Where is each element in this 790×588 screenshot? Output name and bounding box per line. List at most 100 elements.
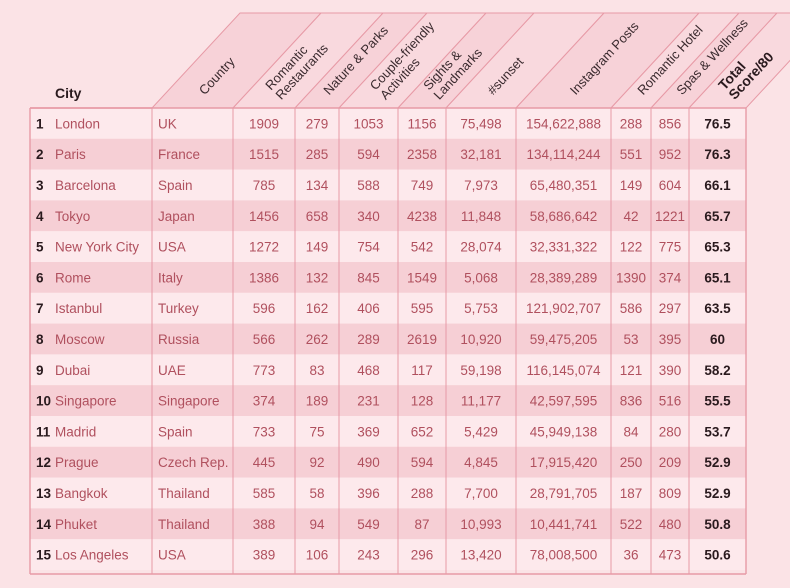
metric-cell: 78,008,500 — [530, 548, 598, 563]
metric-cell: 5,429 — [464, 424, 498, 439]
metric-cell: 5,753 — [464, 301, 498, 316]
metric-cell: 388 — [253, 517, 276, 532]
metric-cell: 42 — [623, 209, 638, 224]
row-backgrounds — [30, 108, 746, 570]
metric-cell: 340 — [357, 209, 380, 224]
metric-cell: 652 — [411, 424, 434, 439]
table-row: 7 Istanbul Turkey 596 162 406 595 5,753 121,902,… — [36, 301, 731, 316]
metric-cell: 59,198 — [460, 363, 501, 378]
metric-cell: 586 — [620, 301, 643, 316]
table-row: 13 Bangkok Thailand 585 58 396 288 7,700 28,791,… — [36, 486, 731, 501]
rank-number: 8 — [36, 332, 44, 347]
rank-number: 11 — [36, 424, 51, 439]
total-score-cell: 65.7 — [704, 209, 730, 224]
metric-cell: 480 — [659, 517, 682, 532]
metric-cell: 2358 — [407, 147, 437, 162]
metric-cell: 10,993 — [460, 517, 501, 532]
row-background — [30, 539, 746, 570]
city-name: Madrid — [55, 424, 96, 439]
metric-cell: 28,074 — [460, 240, 502, 255]
city-name: Prague — [55, 455, 99, 470]
total-score-cell: 55.5 — [704, 394, 731, 409]
city-name: New York City — [55, 240, 139, 255]
table-row: 9 Dubai UAE 773 83 468 117 59,198 116,145,074 121… — [36, 363, 731, 378]
metric-cell: 262 — [306, 332, 329, 347]
row-background — [30, 200, 746, 232]
rank-number: 3 — [36, 178, 44, 193]
total-score-cell: 58.2 — [704, 363, 730, 378]
country-cell: Thailand — [158, 486, 210, 501]
metric-cell: 288 — [620, 116, 643, 131]
city-column-header: City — [55, 85, 82, 101]
metric-cell: 2619 — [407, 332, 437, 347]
table-row: 14 Phuket Thailand 388 94 549 87 10,993 10,441,7… — [36, 517, 731, 532]
city-name: Rome — [55, 270, 91, 285]
country-cell: Singapore — [158, 394, 220, 409]
metric-cell: 7,973 — [464, 178, 498, 193]
metric-cell: 7,700 — [464, 486, 498, 501]
metric-cell: 5,068 — [464, 270, 498, 285]
table-row: 10 Singapore Singapore 374 189 231 128 11,177 42… — [36, 394, 731, 409]
city-name: Dubai — [55, 363, 90, 378]
metric-cell: 1156 — [407, 116, 436, 131]
country-cell: Czech Rep. — [158, 455, 229, 470]
table-row: 6 Rome Italy 1386 132 845 1549 5,068 28,389,289 1… — [36, 270, 731, 285]
total-score-cell: 66.1 — [704, 178, 731, 193]
metric-cell: 836 — [620, 394, 643, 409]
metric-cell: 231 — [357, 394, 380, 409]
metric-cell: 588 — [357, 178, 380, 193]
metric-cell: 162 — [306, 301, 329, 316]
metric-cell: 490 — [357, 455, 380, 470]
metric-cell: 45,949,138 — [530, 424, 598, 439]
table-row: 11 Madrid Spain 733 75 369 652 5,429 45,949,138 8… — [36, 424, 731, 439]
country-cell: Japan — [158, 209, 195, 224]
metric-cell: 1549 — [407, 270, 437, 285]
metric-cell: 1456 — [249, 209, 279, 224]
city-name: Paris — [55, 147, 86, 162]
table-row: 4 Tokyo Japan 1456 658 340 4238 11,848 58,686,64… — [36, 209, 731, 224]
table-body: 1 London UK 1909 279 1053 1156 75,498 154,622,88… — [36, 116, 731, 562]
row-background — [30, 231, 746, 262]
metric-cell: 58,686,642 — [530, 209, 598, 224]
metric-cell: 121,902,707 — [526, 301, 601, 316]
row-background — [30, 292, 746, 324]
metric-cell: 17,915,420 — [530, 455, 598, 470]
metric-cell: 189 — [306, 394, 329, 409]
metric-cell: 53 — [623, 332, 638, 347]
metric-cell: 369 — [357, 424, 380, 439]
country-cell: Turkey — [158, 301, 199, 316]
metric-cell: 809 — [659, 486, 682, 501]
metric-cell: 1386 — [249, 270, 279, 285]
metric-cell: 551 — [620, 147, 643, 162]
metric-cell: 122 — [620, 240, 643, 255]
metric-cell: 473 — [659, 548, 682, 563]
metric-cell: 4238 — [407, 209, 437, 224]
row-background — [30, 477, 746, 509]
total-score-cell: 65.3 — [704, 240, 731, 255]
total-score-cell: 65.1 — [704, 270, 731, 285]
total-score-cell: 76.5 — [704, 116, 731, 131]
metric-cell: 596 — [253, 301, 276, 316]
rank-number: 10 — [36, 394, 51, 409]
table-row: 2 Paris France 1515 285 594 2358 32,181 134,114,… — [36, 147, 731, 162]
metric-cell: 134,114,244 — [526, 147, 601, 162]
rank-number: 5 — [36, 240, 44, 255]
country-cell: UAE — [158, 363, 186, 378]
city-name: Bangkok — [55, 486, 108, 501]
country-cell: France — [158, 147, 200, 162]
metric-cell: 549 — [357, 517, 380, 532]
metric-cell: 75,498 — [460, 116, 501, 131]
city-name: Los Angeles — [55, 548, 129, 563]
metric-cell: 785 — [253, 178, 276, 193]
row-background — [30, 446, 746, 478]
metric-cell: 92 — [309, 455, 324, 470]
metric-cell: 1515 — [249, 147, 279, 162]
city-name: Tokyo — [55, 209, 90, 224]
metric-cell: 289 — [357, 332, 380, 347]
rank-number: 15 — [36, 548, 52, 563]
total-score-cell: 52.9 — [704, 486, 730, 501]
rank-number: 14 — [36, 517, 52, 532]
metric-cell: 1221 — [655, 209, 685, 224]
country-cell: USA — [158, 548, 186, 563]
country-cell: Spain — [158, 424, 193, 439]
